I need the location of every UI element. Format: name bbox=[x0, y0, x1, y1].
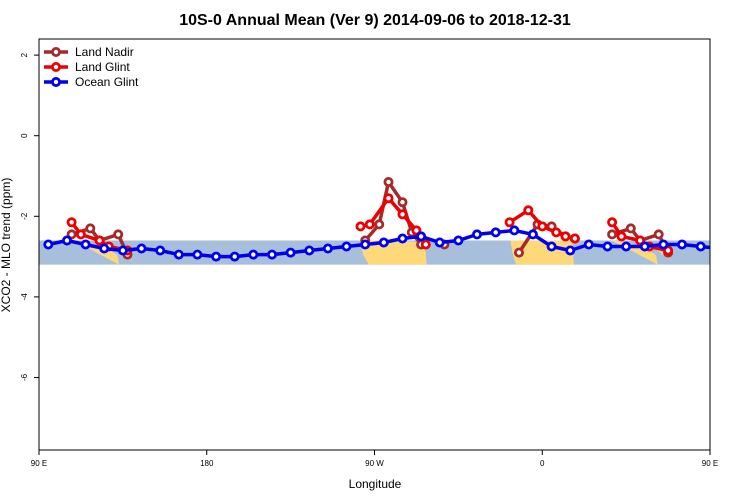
ocean-glint-point-16 bbox=[341, 241, 352, 252]
landmass-2 bbox=[359, 240, 427, 265]
ocean-glint-point-34 bbox=[677, 239, 688, 250]
y-axis: 2 0 -2 -4 -6 bbox=[20, 52, 39, 381]
legend-label-land-nadir: Land Nadir bbox=[75, 45, 134, 59]
ocean-glint-point-22 bbox=[453, 235, 464, 246]
land-glint-point-13 bbox=[537, 221, 548, 232]
ocean-glint-point-5 bbox=[136, 243, 147, 254]
land-nadir-point-12 bbox=[514, 247, 525, 258]
ocean-glint-point-33 bbox=[658, 239, 669, 250]
ocean-glint-point-15 bbox=[322, 243, 333, 254]
land-glint-point-12 bbox=[523, 205, 534, 216]
x-axis-label: Longitude bbox=[349, 477, 402, 491]
ocean-glint-point-1 bbox=[62, 235, 73, 246]
land-glint-point-5 bbox=[355, 221, 366, 232]
x-tick-label-3: 0 bbox=[540, 459, 545, 468]
ocean-glint-point-11 bbox=[248, 249, 259, 260]
x-tick-label-1: 180 bbox=[200, 459, 214, 468]
land-glint-point-15 bbox=[560, 231, 571, 242]
ocean-glint-point-32 bbox=[639, 241, 650, 252]
ocean-glint-point-10 bbox=[229, 251, 240, 262]
legend-marker-land-glint bbox=[51, 62, 62, 73]
chart-title: 10S-0 Annual Mean (Ver 9) 2014-09-06 to … bbox=[179, 12, 571, 29]
ocean-glint-point-18 bbox=[378, 237, 389, 248]
x-axis: 90 E 180 90 W 0 90 E bbox=[31, 450, 718, 468]
ocean-glint-point-20 bbox=[416, 231, 427, 242]
land-glint-point-0 bbox=[66, 217, 77, 228]
ocean-glint-point-7 bbox=[173, 249, 184, 260]
land-glint-point-11 bbox=[504, 217, 515, 228]
ocean-glint-point-6 bbox=[155, 245, 166, 256]
ocean-glint-point-12 bbox=[266, 249, 277, 260]
y-tick-label-3: -4 bbox=[20, 293, 29, 301]
ocean-glint-point-19 bbox=[397, 233, 408, 244]
y-tick-label-1: 0 bbox=[20, 133, 29, 138]
land-glint-point-14 bbox=[551, 227, 562, 238]
land-glint-point-1 bbox=[75, 229, 86, 240]
legend-label-ocean-glint: Ocean Glint bbox=[75, 75, 139, 89]
land-glint-point-7 bbox=[383, 193, 394, 204]
ocean-glint-point-0 bbox=[43, 239, 54, 250]
land-glint-point-9 bbox=[411, 225, 422, 236]
x-tick-label-4: 90 E bbox=[702, 459, 718, 468]
land-glint-point-19 bbox=[635, 235, 646, 246]
land-glint-point-21 bbox=[663, 245, 674, 256]
ocean-glint-point-35 bbox=[695, 241, 706, 252]
ocean-glint-point-27 bbox=[546, 241, 557, 252]
ocean-glint-point-3 bbox=[99, 243, 110, 254]
y-tick-label-0: 2 bbox=[20, 52, 29, 57]
ocean-glint-point-8 bbox=[192, 249, 203, 260]
y-tick-label-2: -2 bbox=[20, 212, 29, 220]
ocean-glint-point-21 bbox=[434, 237, 445, 248]
land-nadir-point-7 bbox=[383, 176, 394, 187]
land-glint-point-16 bbox=[569, 233, 580, 244]
ocean-glint-point-13 bbox=[285, 247, 296, 258]
series-ocean-glint bbox=[43, 225, 710, 262]
x-tick-label-0: 90 E bbox=[31, 459, 47, 468]
land-nadir-point-0 bbox=[66, 229, 77, 240]
land-nadir-point-6 bbox=[374, 219, 385, 230]
land-glint-point-6 bbox=[364, 219, 375, 230]
series-land-glint bbox=[66, 193, 674, 256]
y-tick-label-4: -6 bbox=[20, 373, 29, 381]
land-glint-point-17 bbox=[607, 217, 618, 228]
land-nadir-point-8 bbox=[397, 197, 408, 208]
legend-marker-ocean-glint bbox=[51, 77, 62, 88]
ocean-glint-point-26 bbox=[527, 229, 538, 240]
land-nadir-point-18 bbox=[625, 223, 636, 234]
legend-label-land-glint: Land Glint bbox=[75, 60, 130, 74]
land-glint-point-10 bbox=[420, 239, 431, 250]
legend-marker-land-nadir bbox=[51, 47, 62, 58]
ocean-glint-point-23 bbox=[471, 229, 482, 240]
series-layer bbox=[43, 176, 710, 262]
plot-area bbox=[39, 176, 710, 265]
ocean-glint-point-28 bbox=[565, 245, 576, 256]
land-nadir-point-3 bbox=[113, 229, 124, 240]
y-axis-label: XCO2 - MLO trend (ppm) bbox=[0, 178, 13, 313]
ocean-glint-point-24 bbox=[490, 227, 501, 238]
landmass-5 bbox=[655, 248, 675, 265]
ocean-glint-point-14 bbox=[304, 245, 315, 256]
ocean-glint-point-2 bbox=[80, 239, 91, 250]
ocean-glint-point-25 bbox=[509, 225, 520, 236]
ocean-glint-point-9 bbox=[211, 251, 222, 262]
ocean-glint-point-4 bbox=[117, 245, 128, 256]
land-nadir-point-20 bbox=[653, 229, 664, 240]
land-glint-point-2 bbox=[94, 235, 105, 246]
land-glint-point-18 bbox=[616, 231, 627, 242]
ocean-glint-point-31 bbox=[621, 241, 632, 252]
land-nadir-point-1 bbox=[85, 223, 96, 234]
land-glint-point-8 bbox=[397, 209, 408, 220]
x-tick-label-2: 90 W bbox=[365, 459, 384, 468]
ocean-glint-point-29 bbox=[583, 239, 594, 250]
ocean-glint-point-30 bbox=[602, 241, 613, 252]
land-nadir-point-17 bbox=[607, 229, 618, 240]
ocean-glint-point-17 bbox=[360, 239, 371, 250]
